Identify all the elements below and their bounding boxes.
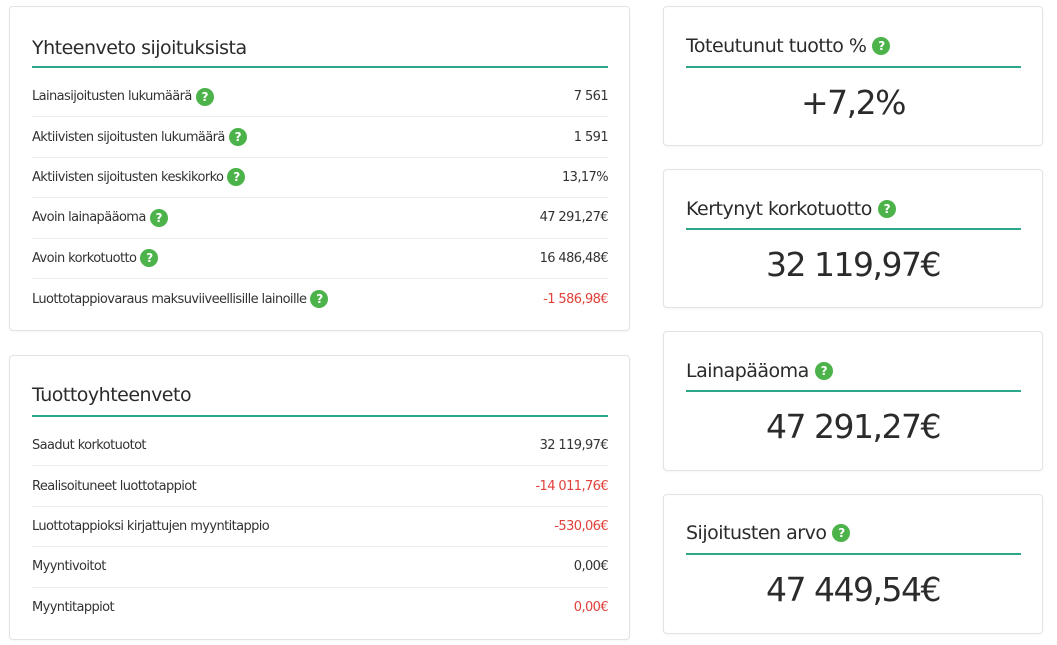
loan-principal-title: Lainapääoma ?: [686, 360, 833, 382]
row-label: Myyntitappiot: [32, 600, 115, 616]
realized-return-value: +7,2%: [801, 83, 907, 122]
row-label: Lainasijoitusten lukumäärä: [32, 89, 192, 105]
row-value: 16 486,48€: [539, 250, 609, 266]
help-icon[interactable]: ?: [872, 37, 891, 55]
loan-principal-card: Lainapääoma ? 47 291,27€: [663, 331, 1043, 471]
row-label: Luottotappioksi kirjattujen myyntitappio: [32, 518, 270, 534]
list-item: Avoin lainapääoma? 47 291,27€: [32, 198, 609, 239]
row-label: Aktiivisten sijoitusten lukumäärä: [32, 129, 225, 145]
loan-principal-value: 47 291,27€: [766, 407, 941, 446]
row-value: 13,17%: [562, 169, 609, 185]
list-item: Myyntivoitot 0,00€: [32, 547, 609, 588]
investment-summary-divider: [32, 66, 608, 68]
row-value: 47 291,27€: [539, 210, 609, 226]
row-label: Realisoituneet luottotappiot: [32, 478, 197, 494]
realized-return-title: Toteutunut tuotto % ?: [686, 35, 891, 57]
row-value: 32 119,97€: [539, 438, 609, 454]
help-icon[interactable]: ?: [814, 362, 833, 380]
row-label: Saadut korkotuotot: [32, 438, 147, 454]
accrued-interest-title: Kertynyt korkotuotto ?: [686, 198, 896, 220]
list-item: Aktiivisten sijoitusten keskikorko? 13,1…: [32, 158, 609, 199]
row-value: 1 591: [573, 129, 609, 145]
row-value: -530,06€: [554, 518, 608, 534]
accrued-interest-divider: [686, 228, 1021, 230]
list-item: Aktiivisten sijoitusten lukumäärä? 1 591: [32, 117, 609, 158]
help-icon[interactable]: ?: [832, 524, 851, 542]
returns-summary-list: Saadut korkotuotot 32 119,97€ Realisoitu…: [32, 426, 609, 628]
returns-summary-title: Tuottoyhteenveto: [32, 384, 192, 406]
list-item: Luottotappiovaraus maksuviiveellisille l…: [32, 279, 609, 319]
investment-summary-title: Yhteenveto sijoituksista: [32, 37, 247, 59]
row-label: Luottotappiovaraus maksuviiveellisille l…: [32, 291, 307, 307]
row-label: Avoin lainapääoma: [32, 210, 146, 226]
realized-return-card: Toteutunut tuotto % ? +7,2%: [663, 6, 1043, 146]
list-item: Myyntitappiot 0,00€: [32, 588, 609, 628]
row-label: Myyntivoitot: [32, 559, 106, 575]
accrued-interest-value: 32 119,97€: [766, 245, 941, 284]
returns-summary-divider: [32, 415, 608, 417]
investment-summary-card: Yhteenveto sijoituksista Lainasijoituste…: [9, 6, 630, 331]
help-icon[interactable]: ?: [877, 200, 896, 218]
list-item: Saadut korkotuotot 32 119,97€: [32, 426, 609, 467]
help-icon[interactable]: ?: [310, 290, 329, 309]
investment-value-card: Sijoitusten arvo ? 47 449,54€: [663, 494, 1043, 634]
help-icon[interactable]: ?: [140, 249, 159, 268]
returns-summary-card: Tuottoyhteenveto Saadut korkotuotot 32 1…: [9, 355, 630, 640]
list-item: Lainasijoitusten lukumäärä? 7 561: [32, 77, 609, 118]
list-item: Avoin korkotuotto? 16 486,48€: [32, 239, 609, 279]
row-value: 7 561: [573, 89, 609, 105]
investment-value-divider: [686, 553, 1021, 555]
help-icon[interactable]: ?: [195, 87, 214, 106]
row-label: Aktiivisten sijoitusten keskikorko: [32, 169, 224, 185]
investment-value-title: Sijoitusten arvo ?: [686, 522, 851, 544]
help-icon[interactable]: ?: [227, 168, 246, 187]
investment-summary-list: Lainasijoitusten lukumäärä? 7 561 Aktiiv…: [32, 77, 609, 319]
help-icon[interactable]: ?: [149, 208, 168, 227]
row-value: 0,00€: [573, 559, 609, 575]
list-item: Luottotappioksi kirjattujen myyntitappio…: [32, 507, 609, 548]
accrued-interest-card: Kertynyt korkotuotto ? 32 119,97€: [663, 169, 1043, 308]
row-value: 0,00€: [573, 600, 609, 616]
realized-return-divider: [686, 66, 1021, 68]
list-item: Realisoituneet luottotappiot -14 011,76€: [32, 466, 609, 507]
row-value: -1 586,98€: [543, 291, 608, 307]
row-value: -14 011,76€: [535, 478, 608, 494]
loan-principal-divider: [686, 390, 1021, 392]
help-icon[interactable]: ?: [228, 128, 247, 147]
row-label: Avoin korkotuotto: [32, 250, 137, 266]
investment-value-value: 47 449,54€: [766, 570, 941, 609]
